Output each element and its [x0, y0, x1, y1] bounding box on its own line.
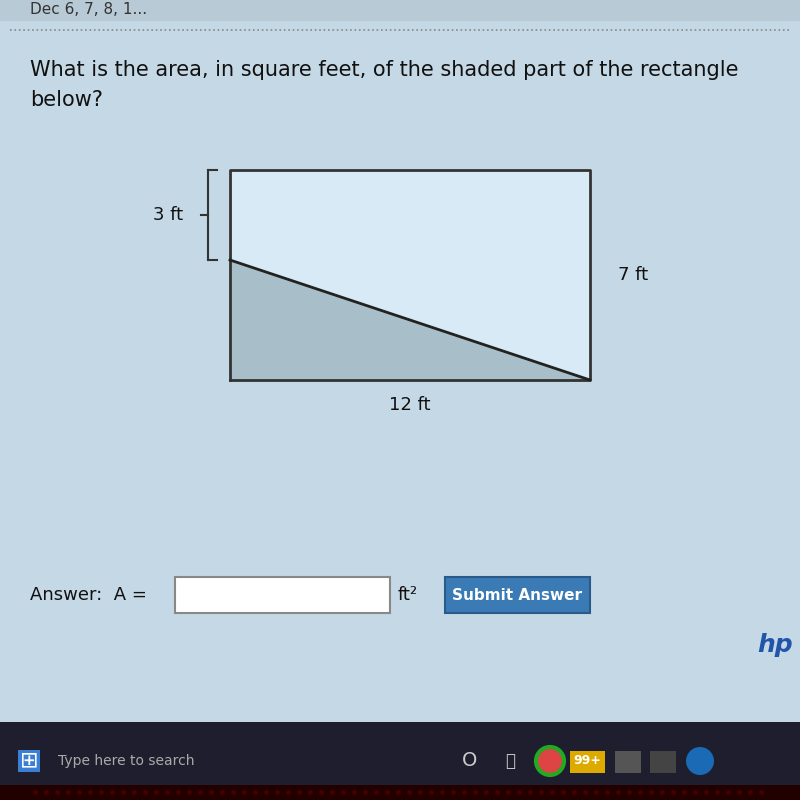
Circle shape — [686, 747, 714, 775]
Bar — [570, 751, 605, 773]
Text: Submit Answer: Submit Answer — [453, 587, 582, 602]
Text: ⊞: ⊞ — [20, 751, 38, 771]
Bar — [18, 750, 40, 772]
Bar — [175, 577, 390, 613]
Bar — [0, 785, 800, 800]
Circle shape — [536, 747, 564, 775]
Text: Answer:  A =: Answer: A = — [30, 586, 147, 604]
Text: ⬛: ⬛ — [505, 752, 515, 770]
Bar — [445, 577, 590, 613]
Bar — [650, 751, 676, 773]
Text: 12 ft: 12 ft — [390, 396, 430, 414]
Text: O: O — [462, 751, 478, 770]
Bar — [0, 722, 800, 800]
Text: 7 ft: 7 ft — [618, 266, 648, 284]
Bar — [615, 751, 641, 773]
Polygon shape — [230, 170, 590, 380]
Polygon shape — [230, 260, 590, 380]
Text: ft²: ft² — [398, 586, 418, 604]
Text: What is the area, in square feet, of the shaded part of the rectangle: What is the area, in square feet, of the… — [30, 60, 738, 80]
Text: 99+: 99+ — [573, 754, 601, 767]
Text: below?: below? — [30, 90, 103, 110]
Text: Dec 6, 7, 8, 1...: Dec 6, 7, 8, 1... — [30, 2, 147, 18]
Text: hp: hp — [757, 633, 793, 657]
Text: 3 ft: 3 ft — [153, 206, 183, 224]
Text: Type here to search: Type here to search — [58, 754, 194, 768]
